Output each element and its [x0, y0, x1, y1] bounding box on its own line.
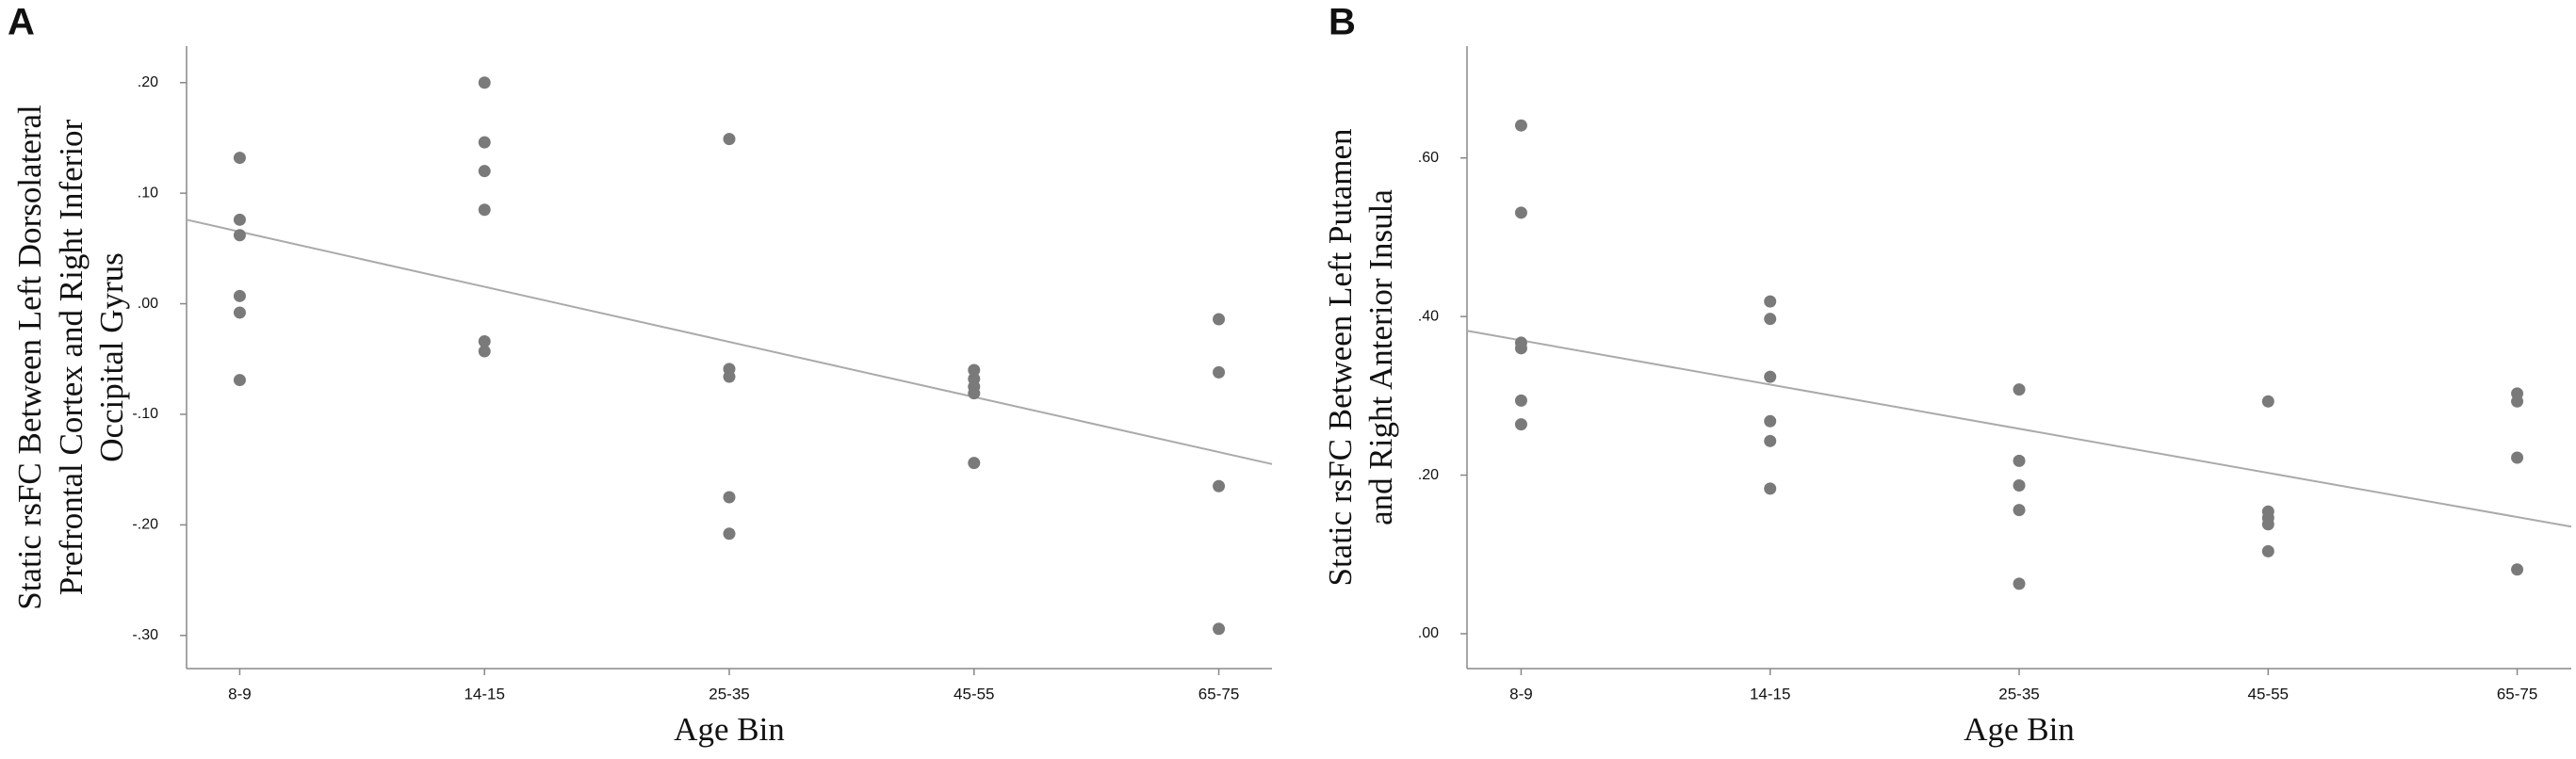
y-tick-label: .00 — [1418, 625, 1439, 641]
point — [723, 527, 736, 541]
point — [2013, 454, 2026, 467]
point — [2013, 383, 2026, 396]
point — [478, 203, 491, 217]
point — [723, 491, 736, 504]
x-tick-label: 14-15 — [464, 685, 504, 702]
point — [1514, 394, 1527, 407]
x-axis-title: Age Bin — [674, 711, 785, 748]
point — [2013, 504, 2026, 517]
y-tick-label: .20 — [1418, 467, 1439, 483]
point — [2013, 577, 2026, 590]
panel-label: B — [1329, 2, 1356, 43]
point — [1514, 418, 1527, 431]
y-tick-label: -.20 — [132, 517, 158, 533]
y-tick-label: .40 — [1418, 308, 1439, 324]
point — [478, 76, 491, 89]
y-axis-title: Static rsFC Between Left Dorsolateral — [11, 105, 48, 610]
x-tick-label: 65-75 — [1198, 685, 1239, 702]
x-tick-label: 8-9 — [1509, 685, 1533, 702]
y-axis-title: and Right Anterior Insula — [1362, 189, 1399, 525]
point — [1213, 365, 1226, 379]
point — [2261, 395, 2274, 408]
point — [1213, 313, 1226, 326]
point — [233, 152, 246, 165]
chart: B Static rsFC Between Left Putamen and Rig… — [1322, 2, 2572, 748]
x-tick-label: 25-35 — [709, 685, 749, 702]
point — [1764, 434, 1777, 447]
panel-label: A — [8, 2, 35, 43]
point — [1514, 342, 1527, 355]
y-tick-label: .60 — [1418, 150, 1439, 166]
point — [233, 306, 246, 319]
point — [1514, 206, 1527, 219]
point — [478, 345, 491, 358]
point — [2511, 451, 2524, 464]
point — [478, 165, 491, 178]
point — [723, 133, 736, 146]
point — [723, 370, 736, 383]
fit-line — [186, 218, 1273, 465]
point — [2261, 518, 2274, 531]
fit-line — [1466, 330, 2572, 528]
y-tick-label: .00 — [138, 296, 158, 312]
y-tick-label: -.30 — [132, 627, 158, 643]
point — [233, 213, 246, 226]
x-tick-label: 45-55 — [2248, 685, 2289, 702]
point — [1514, 119, 1527, 132]
point — [1764, 313, 1777, 326]
point — [2013, 478, 2026, 492]
point — [1764, 482, 1777, 495]
point — [1764, 370, 1777, 383]
x-tick-label: 45-55 — [954, 685, 994, 702]
chart: A Static rsFC Between Left Dorsolateral Pr… — [8, 2, 1273, 748]
point — [968, 457, 981, 470]
point — [1213, 479, 1226, 493]
point — [1764, 295, 1777, 308]
point — [1764, 414, 1777, 428]
x-tick-label: 25-35 — [1998, 685, 2039, 702]
y-axis-title: Occipital Gyrus — [93, 252, 130, 462]
y-tick-label: .20 — [138, 74, 158, 90]
point — [2261, 544, 2274, 557]
point — [478, 334, 491, 347]
point — [968, 387, 981, 400]
point — [233, 374, 246, 387]
point — [1213, 622, 1226, 636]
point — [2511, 395, 2524, 408]
point — [968, 363, 981, 377]
y-axis-title: Prefrontal Cortex and Right Inferior — [53, 119, 90, 595]
point — [478, 136, 491, 149]
point — [2511, 563, 2524, 576]
point — [233, 289, 246, 302]
point — [233, 229, 246, 242]
y-tick-label: -.10 — [132, 406, 158, 422]
x-axis-title: Age Bin — [1964, 711, 2075, 748]
x-tick-label: 65-75 — [2497, 685, 2537, 702]
x-tick-label: 14-15 — [1750, 685, 1790, 702]
x-tick-label: 8-9 — [228, 685, 252, 702]
y-tick-label: .10 — [138, 185, 158, 201]
y-axis-title: Static rsFC Between Left Putamen — [1322, 128, 1359, 586]
